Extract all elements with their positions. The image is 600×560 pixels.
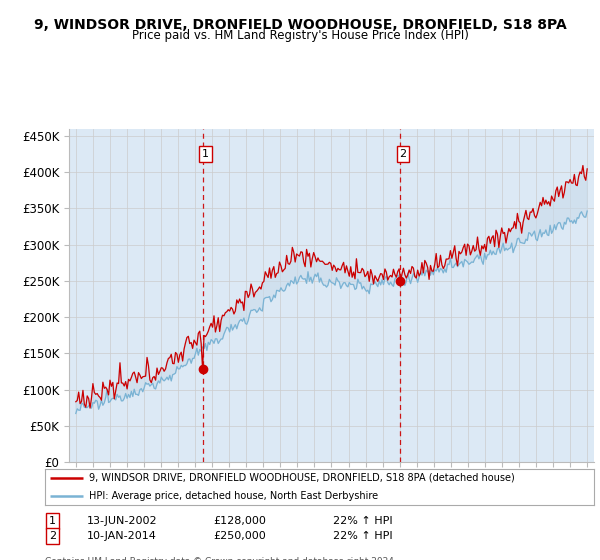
Text: 13-JUN-2002: 13-JUN-2002 (87, 516, 158, 526)
Text: £250,000: £250,000 (213, 531, 266, 541)
Text: 2: 2 (49, 531, 56, 541)
Text: 2: 2 (400, 149, 406, 159)
Text: 9, WINDSOR DRIVE, DRONFIELD WOODHOUSE, DRONFIELD, S18 8PA: 9, WINDSOR DRIVE, DRONFIELD WOODHOUSE, D… (34, 18, 566, 32)
Text: HPI: Average price, detached house, North East Derbyshire: HPI: Average price, detached house, Nort… (89, 491, 378, 501)
Text: £128,000: £128,000 (213, 516, 266, 526)
Text: 22% ↑ HPI: 22% ↑ HPI (333, 531, 392, 541)
Text: 1: 1 (202, 149, 209, 159)
Text: 9, WINDSOR DRIVE, DRONFIELD WOODHOUSE, DRONFIELD, S18 8PA (detached house): 9, WINDSOR DRIVE, DRONFIELD WOODHOUSE, D… (89, 473, 515, 483)
Text: 1: 1 (49, 516, 56, 526)
Text: 10-JAN-2014: 10-JAN-2014 (87, 531, 157, 541)
Text: 22% ↑ HPI: 22% ↑ HPI (333, 516, 392, 526)
Text: Price paid vs. HM Land Registry's House Price Index (HPI): Price paid vs. HM Land Registry's House … (131, 29, 469, 42)
Text: Contains HM Land Registry data © Crown copyright and database right 2024.
This d: Contains HM Land Registry data © Crown c… (45, 557, 397, 560)
